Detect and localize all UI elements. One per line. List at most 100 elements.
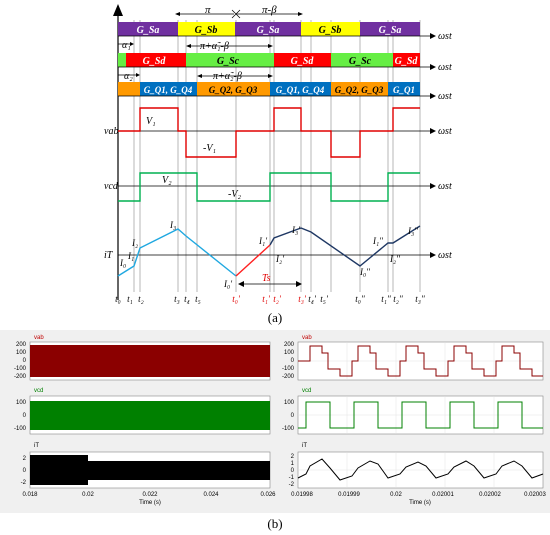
phase2-label: π+α̃₂-β bbox=[213, 71, 242, 82]
gate-label: G_Sd bbox=[291, 56, 315, 67]
scope-it-band-wide bbox=[30, 455, 88, 485]
gate-row-3: G_Q1, G_Q4 G_Q2, G_Q3 G_Q1, G_Q4 G_Q2, G… bbox=[118, 82, 452, 102]
alpha2-label: α₂ bbox=[124, 71, 133, 82]
x-tick: 0.018 bbox=[22, 492, 38, 498]
scope-yticks: 200 100 0 -100 -200 bbox=[14, 342, 27, 380]
gate-bar-gq1 bbox=[388, 82, 420, 96]
time-tick: t₂'' bbox=[393, 294, 404, 304]
gate-bar-gsc bbox=[186, 53, 274, 67]
y-tick: -1 bbox=[289, 475, 295, 481]
it-waveform: ωst iT I₀ I₁ I₂ I₃ I₀' I₁' I₂' I₃' I₀'' … bbox=[104, 220, 452, 289]
omega-t-label: ωst bbox=[438, 126, 452, 137]
y-tick: -200 bbox=[282, 374, 295, 380]
time-tick: t₁'' bbox=[381, 294, 392, 304]
gate-bar-gq23 bbox=[197, 82, 270, 96]
gate-label: G_Q2, G_Q3 bbox=[335, 85, 384, 95]
y-tick: 200 bbox=[16, 342, 27, 348]
y-tick: -200 bbox=[14, 374, 27, 380]
gate-bar-gsa bbox=[235, 22, 301, 36]
it-label: iT bbox=[104, 250, 114, 261]
time-tick: t₃' bbox=[298, 294, 307, 304]
time-tick: t₁' bbox=[262, 294, 271, 304]
phase1-label: π+α̃₁-β bbox=[200, 41, 229, 52]
x-tick: 0.02003 bbox=[524, 492, 546, 498]
gate-bar-gsd bbox=[393, 53, 420, 67]
gate-bar-gq14 bbox=[140, 82, 197, 96]
timing-diagram: G_Sa G_Sb G_Sa G_Sb G_Sa ωst π π-β α₁ bbox=[104, 4, 452, 325]
omega-t-label: ωst bbox=[438, 181, 452, 192]
time-tick: t₃ bbox=[174, 294, 180, 304]
x-tick: 0.01999 bbox=[338, 492, 360, 498]
time-tick: t₂' bbox=[273, 294, 282, 304]
gate-label: G_Sb bbox=[319, 25, 342, 36]
x-tick: 0.02 bbox=[82, 492, 94, 498]
alpha1-label: α₁ bbox=[122, 40, 131, 51]
gate-label: G_Sd bbox=[143, 56, 167, 67]
gate-label: G_Q1, G_Q4 bbox=[144, 85, 193, 95]
y-tick: -100 bbox=[282, 366, 295, 372]
time-tick: t₀ bbox=[115, 294, 121, 304]
time-tick: t₂ bbox=[138, 294, 144, 304]
omega-t-label: ωst bbox=[438, 91, 452, 102]
gate-label: G_Sd bbox=[395, 56, 419, 67]
pi-minus-beta-label: π-β bbox=[262, 4, 277, 16]
time-tick: t₄ bbox=[184, 294, 190, 304]
gate-bar-gsd bbox=[126, 53, 186, 67]
y-tick: 0 bbox=[291, 413, 295, 419]
gate-label: G_Q1 bbox=[393, 85, 415, 95]
gate-label: G_Sa bbox=[379, 25, 402, 36]
minus-v2-label: -V₂ bbox=[228, 189, 241, 200]
x-tick: 0.022 bbox=[142, 492, 158, 498]
omega-t-label: ωst bbox=[438, 62, 452, 73]
gate-bar-gsb bbox=[178, 22, 235, 36]
current-point-label: I₀ bbox=[119, 258, 126, 268]
current-point-label: I₁'' bbox=[372, 236, 384, 246]
scope-xlabel: Time (s) bbox=[139, 500, 161, 506]
scope-xlabel: Time (s) bbox=[409, 500, 431, 506]
right-scope-column: vab 200 100 0 -100 -200 vcd bbox=[282, 335, 547, 506]
y-tick: 2 bbox=[23, 456, 27, 462]
omega-t-label: ωst bbox=[438, 250, 452, 261]
v2-label: V₂ bbox=[162, 175, 172, 186]
gate-row-2: G_Sd G_Sc G_Sd G_Sc G_Sd ωst bbox=[118, 53, 452, 73]
time-tick: t₅' bbox=[320, 294, 329, 304]
y-tick: 200 bbox=[284, 342, 295, 348]
v1-label: V₁ bbox=[146, 116, 156, 127]
gate-bar-gsa bbox=[360, 22, 420, 36]
ts-label: Ts bbox=[262, 273, 271, 284]
y-tick: 100 bbox=[284, 350, 295, 356]
time-tick: t₄' bbox=[308, 294, 317, 304]
vab-waveform: ωst vab V₁ -V₁ bbox=[104, 107, 452, 158]
gate-label: G_Sa bbox=[137, 25, 160, 36]
scope-vcd-label: vcd bbox=[302, 388, 311, 394]
gate-label: G_Sa bbox=[257, 25, 280, 36]
x-tick: 0.02002 bbox=[479, 492, 501, 498]
x-tick: 0.026 bbox=[260, 492, 276, 498]
scope-vcd-label: vcd bbox=[34, 388, 43, 394]
gate-bar-gq14 bbox=[270, 82, 331, 96]
gate-row-1: G_Sa G_Sb G_Sa G_Sb G_Sa ωst bbox=[118, 22, 452, 42]
gate-bar-gsd bbox=[274, 53, 331, 67]
y-tick: 100 bbox=[16, 350, 27, 356]
axis-arrow-up bbox=[113, 4, 123, 16]
gate-bar-gsa bbox=[118, 22, 178, 36]
scope-vab-label: vab bbox=[34, 335, 44, 341]
y-tick: -2 bbox=[289, 482, 295, 488]
x-tick: 0.02 bbox=[390, 492, 402, 498]
scope-xticks: 0.018 0.02 0.022 0.024 0.026 bbox=[22, 492, 276, 498]
subfigure-a-label: (a) bbox=[268, 310, 282, 325]
pi-label: π bbox=[205, 4, 211, 16]
y-tick: 0 bbox=[291, 358, 295, 364]
current-point-label: I₀'' bbox=[359, 267, 371, 277]
time-tick: t₀' bbox=[232, 294, 241, 304]
current-point-label: I₂' bbox=[275, 254, 285, 264]
scope-vcd-band bbox=[30, 401, 270, 430]
y-tick: 0 bbox=[23, 413, 27, 419]
y-tick: -100 bbox=[14, 426, 27, 432]
x-tick: 0.02001 bbox=[432, 492, 454, 498]
current-point-label: I₂'' bbox=[389, 254, 401, 264]
scope-vab-label: vab bbox=[302, 335, 312, 341]
pi-annotation bbox=[175, 9, 303, 19]
y-tick: -100 bbox=[14, 366, 27, 372]
